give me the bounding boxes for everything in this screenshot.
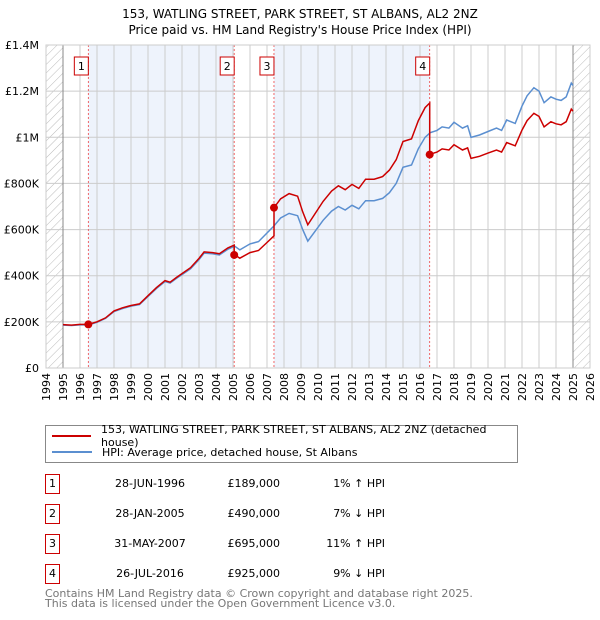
x-tick-label: 2000 (142, 373, 155, 401)
y-tick-label: £800K (4, 177, 40, 190)
x-tick-label: 1999 (125, 373, 138, 401)
legend-red-line (52, 435, 92, 437)
sale-point (269, 203, 278, 212)
x-tick-label: 2009 (295, 373, 308, 401)
x-tick-label: 2021 (499, 373, 512, 401)
legend-item-property: 153, WATLING STREET, PARK STREET, ST ALB… (52, 423, 517, 449)
x-tick-label: 1994 (40, 373, 53, 401)
x-tick-label: 2002 (176, 373, 189, 401)
sale-marker-label: 2 (224, 60, 231, 73)
marker-badge: 4 (45, 564, 60, 584)
legend-item-hpi: HPI: Average price, detached house, St A… (52, 444, 357, 460)
x-tick-label: 2019 (465, 373, 478, 401)
footer-copyright: Contains HM Land Registry data © Crown c… (45, 587, 473, 600)
sale-date: 28-JAN-2005 (115, 507, 185, 520)
sale-price: £189,000 (227, 477, 281, 490)
x-tick-label: 2007 (261, 373, 274, 401)
x-tick-label: 2004 (210, 373, 223, 401)
footer: Contains HM Land Registry data © Crown c… (45, 587, 473, 610)
hpi-diff: 11% ↑ HPI (326, 537, 385, 550)
y-tick-label: £1.4M (5, 39, 39, 52)
sale-point (84, 320, 93, 329)
x-tick-label: 1997 (91, 373, 104, 401)
chart-title: 153, WATLING STREET, PARK STREET, ST ALB… (122, 7, 478, 21)
table-row: 4 26-JUL-2016 £925,000 9% ↓ HPI (45, 564, 445, 584)
sale-marker-box (73, 56, 89, 76)
x-tick-label: 1998 (108, 373, 121, 401)
sale-price: £490,000 (227, 507, 281, 520)
table-row: 1 28-JUN-1996 £189,000 1% ↑ HPI (45, 474, 445, 494)
x-tick-label: 2003 (193, 373, 206, 401)
x-tick-label: 2010 (312, 373, 325, 401)
x-tick-label: 2024 (550, 373, 563, 401)
hpi-diff: 1% ↑ HPI (333, 477, 385, 490)
sale-marker-label: 3 (263, 60, 270, 73)
sale-date: 31-MAY-2007 (114, 537, 186, 550)
sale-marker-label: 4 (419, 60, 426, 73)
no-data-hatch (573, 45, 590, 368)
hpi-diff: 7% ↓ HPI (333, 507, 385, 520)
footer-licence: This data is licensed under the Open Gov… (45, 597, 396, 610)
property-price-line (62, 101, 574, 326)
legend-blue-line (52, 451, 92, 453)
plot-border (45, 44, 591, 369)
x-tick-label: 2018 (448, 373, 461, 401)
y-tick-label: £600K (4, 224, 40, 237)
sale-date: 28-JUN-1996 (114, 477, 186, 490)
legend: 153, WATLING STREET, PARK STREET, ST ALB… (45, 423, 518, 463)
marker-badge: 2 (45, 504, 60, 524)
no-data-hatch (46, 45, 63, 368)
sale-marker-box (415, 56, 431, 76)
x-tick-label: 2023 (533, 373, 546, 401)
y-tick-label: £1.2M (5, 85, 39, 98)
sale-marker-box (259, 56, 275, 76)
x-tick-label: 2012 (346, 373, 359, 401)
x-tick-label: 1996 (74, 373, 87, 401)
x-tick-label: 2015 (397, 373, 410, 401)
x-tick-label: 2006 (244, 373, 257, 401)
sale-price: £925,000 (227, 567, 281, 580)
x-tick-label: 2011 (329, 373, 342, 401)
x-tick-label: 2017 (431, 373, 444, 401)
x-tick-label: 2001 (159, 373, 172, 401)
y-tick-label: £0 (25, 362, 39, 375)
chart-subtitle: Price paid vs. HM Land Registry's House … (128, 23, 471, 37)
x-tick-label: 2016 (414, 373, 427, 401)
x-tick-label: 2013 (363, 373, 376, 401)
x-tick-label: 2008 (278, 373, 291, 401)
sale-point (425, 150, 434, 159)
sale-date: 26-JUL-2016 (116, 567, 184, 580)
x-tick-label: 2014 (380, 373, 393, 401)
sale-marker-label: 1 (78, 60, 85, 73)
marker-badge: 1 (45, 474, 60, 494)
legend-label: 153, WATLING STREET, PARK STREET, ST ALB… (101, 423, 487, 449)
x-tick-label: 2025 (567, 373, 580, 401)
marker-badge: 3 (45, 534, 60, 554)
x-tick-label: 1995 (57, 373, 70, 401)
y-tick-label: £1M (16, 131, 40, 144)
x-tick-label: 2020 (482, 373, 495, 401)
y-tick-label: £200K (4, 316, 40, 329)
table-row: 3 31-MAY-2007 £695,000 11% ↑ HPI (45, 534, 445, 554)
y-tick-label: £400K (4, 270, 40, 283)
sale-price: £695,000 (227, 537, 281, 550)
table-row: 2 28-JAN-2005 £490,000 7% ↓ HPI (45, 504, 445, 524)
price-chart: 153, WATLING STREET, PARK STREET, ST ALB… (4, 7, 597, 401)
ownership-shade (88, 45, 235, 368)
legend-label: HPI: Average price, detached house, St A… (102, 445, 358, 459)
hpi-line (62, 81, 574, 327)
sale-point (230, 250, 239, 259)
x-tick-label: 2026 (584, 373, 597, 401)
x-tick-label: 2005 (227, 373, 240, 401)
sale-marker-box (219, 56, 235, 76)
x-tick-label: 2022 (516, 373, 529, 401)
hpi-diff: 9% ↓ HPI (333, 567, 385, 580)
